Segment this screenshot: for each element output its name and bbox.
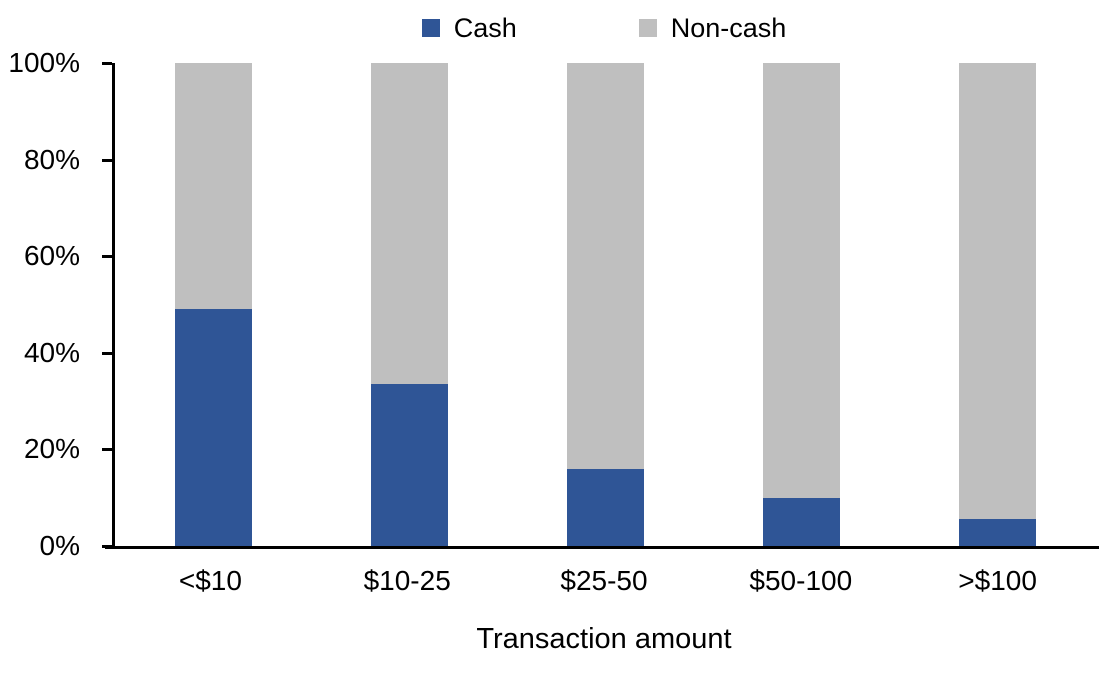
bar-segment-cash (763, 497, 841, 546)
bars-container (115, 63, 1096, 546)
y-tick-label: 40% (23, 336, 80, 368)
bar-slot (704, 63, 900, 546)
bar-slot (311, 63, 507, 546)
x-tick-label: $10-25 (363, 565, 451, 596)
legend-item-non-cash: Non-cash (638, 12, 787, 43)
legend-item-cash: Cash (421, 12, 517, 43)
y-tick-label: 0% (39, 530, 80, 561)
x-axis-labels: <$10 $10-25 $25-50 $50-100 >$100 (112, 565, 1096, 597)
bar-slot (900, 63, 1096, 546)
bar-column (370, 63, 448, 546)
x-tick-label: $50-100 (749, 565, 853, 596)
bar-segment-cash (370, 384, 448, 546)
bar-segment-non-cash (174, 63, 252, 310)
y-tick-mark (102, 255, 112, 259)
bar-column (567, 63, 644, 546)
bar-segment-cash (567, 468, 644, 546)
y-tick-label: 100% (8, 47, 80, 78)
y-tick-mark (102, 158, 112, 162)
y-tick-mark (102, 351, 112, 355)
y-tick-label: 80% (23, 143, 80, 175)
y-tick-mark (102, 62, 112, 65)
bar-segment-non-cash (370, 63, 448, 385)
legend-swatch-icon (638, 19, 657, 37)
bar-segment-cash (959, 519, 1037, 546)
legend-swatch-icon (421, 19, 440, 37)
chart-legend: Cash Non-cash (112, 10, 1096, 46)
bar-column (174, 63, 252, 546)
y-axis-labels: 0% 20% 40% 60% 80% 100% (0, 49, 96, 560)
y-tick-label: 60% (23, 240, 80, 272)
bar-segment-cash (174, 309, 252, 546)
bar-slot (115, 63, 311, 546)
x-tick-label: <$10 (178, 565, 242, 596)
plot-area (105, 63, 1099, 549)
x-tick-label: $25-50 (560, 565, 648, 596)
bar-segment-non-cash (959, 63, 1037, 520)
x-axis-title: Transaction amount (476, 623, 732, 655)
x-axis-line (105, 546, 1099, 549)
legend-label: Non-cash (670, 12, 787, 43)
bar-segment-non-cash (763, 63, 841, 498)
y-tick-mark (102, 448, 112, 452)
bar-column (959, 63, 1037, 546)
bar-slot (507, 63, 703, 546)
bar-column (763, 63, 841, 546)
bar-segment-non-cash (567, 63, 644, 469)
legend-label: Cash (453, 12, 517, 43)
y-tick-label: 20% (23, 433, 80, 465)
x-tick-label: >$100 (958, 565, 1037, 596)
